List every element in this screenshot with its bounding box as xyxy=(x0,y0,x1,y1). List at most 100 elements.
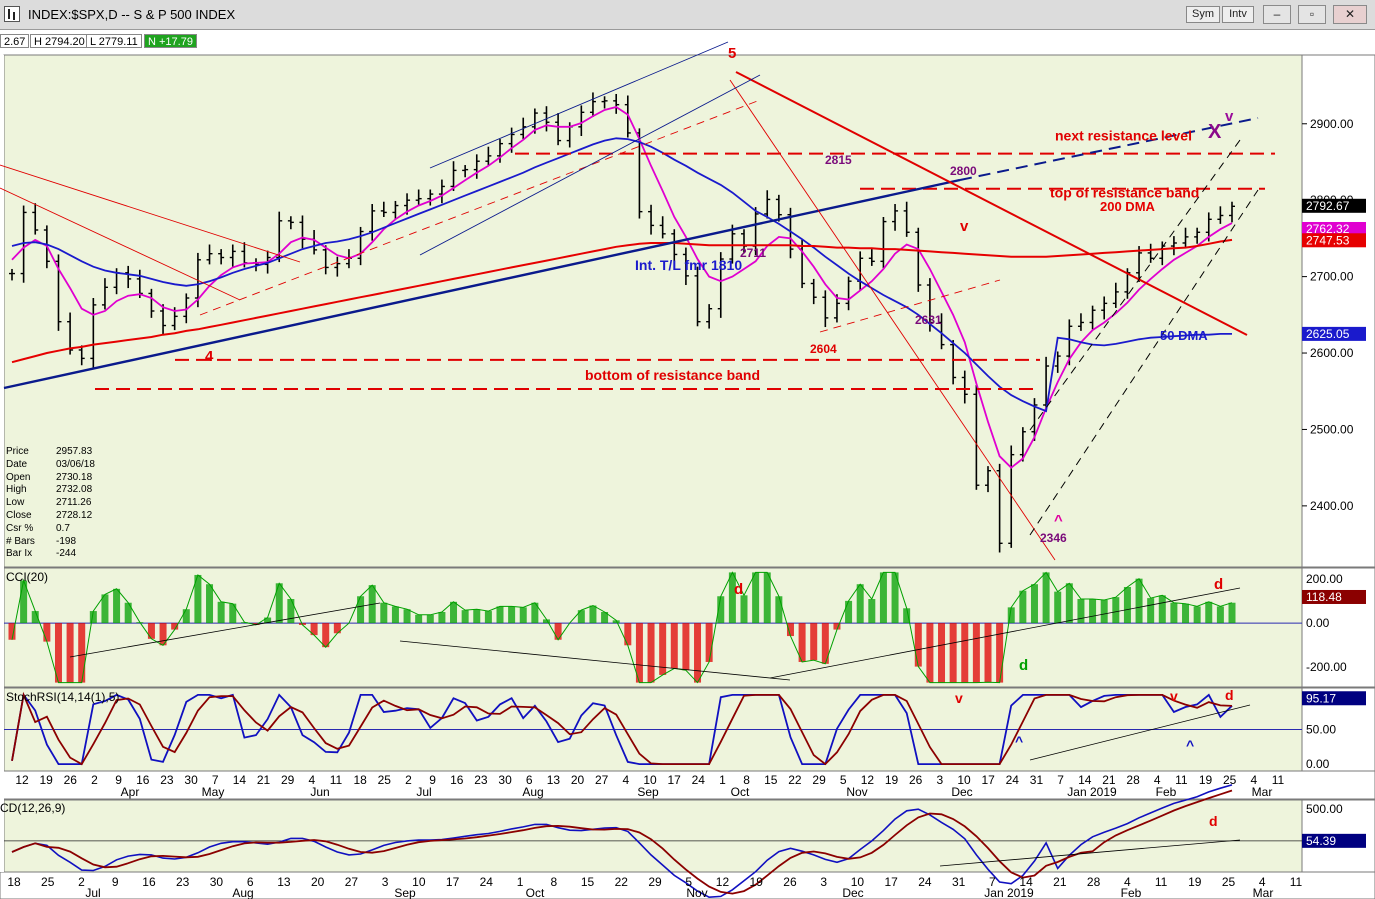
date-tick-label: 25 xyxy=(41,875,55,889)
net-change-readout: N +17.79 xyxy=(144,34,197,48)
price-bar xyxy=(926,278,933,332)
date-tick-label: 26 xyxy=(64,773,78,787)
price-bar xyxy=(1147,243,1154,263)
date-tick-label: 28 xyxy=(1126,773,1140,787)
window-titlebar: INDEX:$SPX,D -- S & P 500 INDEX Sym Intv… xyxy=(0,0,1375,30)
cci-bar xyxy=(949,623,957,683)
cci-bar xyxy=(113,588,121,624)
cci-bar xyxy=(1054,591,1062,624)
date-tick-label: 28 xyxy=(1087,875,1101,889)
macd-value-bg xyxy=(1302,833,1366,848)
date-tick-label: 27 xyxy=(345,875,359,889)
macd-panel[interactable] xyxy=(3,799,1303,873)
price-bar xyxy=(1229,201,1235,223)
date-tick-label: 4 xyxy=(1251,773,1258,787)
cci-bar xyxy=(717,596,725,624)
cci-bar xyxy=(403,609,411,624)
date-tick-label: 16 xyxy=(450,773,464,787)
month-label: Mar xyxy=(1252,785,1273,799)
price-bar xyxy=(717,252,724,318)
date-tick-label: 12 xyxy=(15,773,29,787)
cci-bar xyxy=(438,611,446,624)
open-readout: 2.67 xyxy=(0,34,30,48)
cci-bar xyxy=(1228,602,1236,624)
price-bar xyxy=(589,92,596,117)
restore-button[interactable]: ▫ xyxy=(1298,5,1326,24)
price-bar xyxy=(415,189,422,205)
price-bar xyxy=(1008,445,1015,548)
wave-label-4: 4 xyxy=(205,348,214,365)
close-button[interactable]: ✕ xyxy=(1333,5,1367,24)
trendline-label: Int. T/L fmr 1810 xyxy=(635,257,742,273)
month-label: Jan 2019 xyxy=(1067,785,1117,799)
month-label: Aug xyxy=(522,785,543,799)
info-key: Date xyxy=(6,458,28,470)
cci-bar xyxy=(1112,597,1120,624)
price-panel[interactable] xyxy=(3,54,1303,568)
month-label: Feb xyxy=(1121,886,1142,899)
cci-bar xyxy=(728,572,736,624)
price-bar xyxy=(322,245,329,275)
cci-bar xyxy=(798,623,806,662)
price-badge-bg xyxy=(1302,198,1366,213)
date-tick-label: 23 xyxy=(176,875,190,889)
cci-bar xyxy=(322,623,330,648)
cci-bar xyxy=(43,623,51,642)
cci-bar xyxy=(1019,590,1027,624)
minimize-button[interactable]: – xyxy=(1263,5,1291,24)
cci-bar xyxy=(8,623,16,640)
wave-label-5: 5 xyxy=(728,45,736,62)
cci-bar xyxy=(217,601,225,624)
cci-bar xyxy=(821,623,829,664)
divergence-marker: d xyxy=(1214,576,1223,593)
cci-bar xyxy=(89,611,97,624)
price-bar xyxy=(1019,427,1026,462)
price-bar xyxy=(32,203,39,235)
date-axis-lower xyxy=(0,871,1375,899)
date-tick-label: 3 xyxy=(382,875,389,889)
channel-line xyxy=(419,74,761,256)
date-tick-label: 25 xyxy=(1222,875,1236,889)
date-tick-label: 4 xyxy=(309,773,316,787)
month-label: Dec xyxy=(951,785,972,799)
channel-line xyxy=(429,41,729,169)
info-key: High xyxy=(6,484,27,496)
macd-title: CD(12,26,9) xyxy=(0,801,65,815)
price-bar xyxy=(78,345,85,366)
chart-canvas[interactable]: 2900.002800.002700.002600.002500.002400.… xyxy=(0,30,1375,899)
top-resistance-label: top of resistance band xyxy=(1050,185,1199,201)
date-tick-label: 3 xyxy=(937,773,944,787)
cci-bar xyxy=(577,610,585,624)
cci-bar xyxy=(1100,599,1108,624)
bottom-resistance-label: bottom of resistance band xyxy=(585,367,760,383)
cci-bar xyxy=(879,572,887,624)
trendline-extension xyxy=(959,117,1259,181)
window-title: INDEX:$SPX,D -- S & P 500 INDEX xyxy=(28,7,236,22)
price-bar xyxy=(101,278,108,310)
stochrsi-tick-label: 0.00 xyxy=(1306,757,1330,771)
cci-bar xyxy=(310,623,318,636)
fan-line xyxy=(729,79,1056,561)
month-label: Sep xyxy=(637,785,659,799)
cci-bar xyxy=(275,583,283,624)
date-tick-label: 17 xyxy=(446,875,460,889)
cci-bar xyxy=(101,594,109,624)
date-tick-label: 9 xyxy=(115,773,122,787)
date-tick-label: 30 xyxy=(210,875,224,889)
info-row: Low 2711.26 xyxy=(6,497,95,510)
pivot-marker: ^ xyxy=(1054,512,1063,529)
price-badge: 2625.05 xyxy=(1302,326,1366,341)
ma-label-200: 200 DMA xyxy=(1100,199,1156,214)
price-bar xyxy=(450,161,457,192)
date-axis-upper xyxy=(0,770,1375,800)
sym-button[interactable]: Sym xyxy=(1186,6,1220,23)
info-value: 2957.83 xyxy=(56,446,93,457)
intv-button[interactable]: Intv xyxy=(1222,6,1254,23)
month-label: Feb xyxy=(1156,785,1177,799)
price-bar xyxy=(485,146,492,166)
cci-bar xyxy=(496,606,504,624)
month-label: Jan 2019 xyxy=(984,886,1034,899)
date-tick-label: 31 xyxy=(1030,773,1044,787)
cci-divergence-line xyxy=(769,587,1241,679)
date-tick-label: 25 xyxy=(1223,773,1237,787)
